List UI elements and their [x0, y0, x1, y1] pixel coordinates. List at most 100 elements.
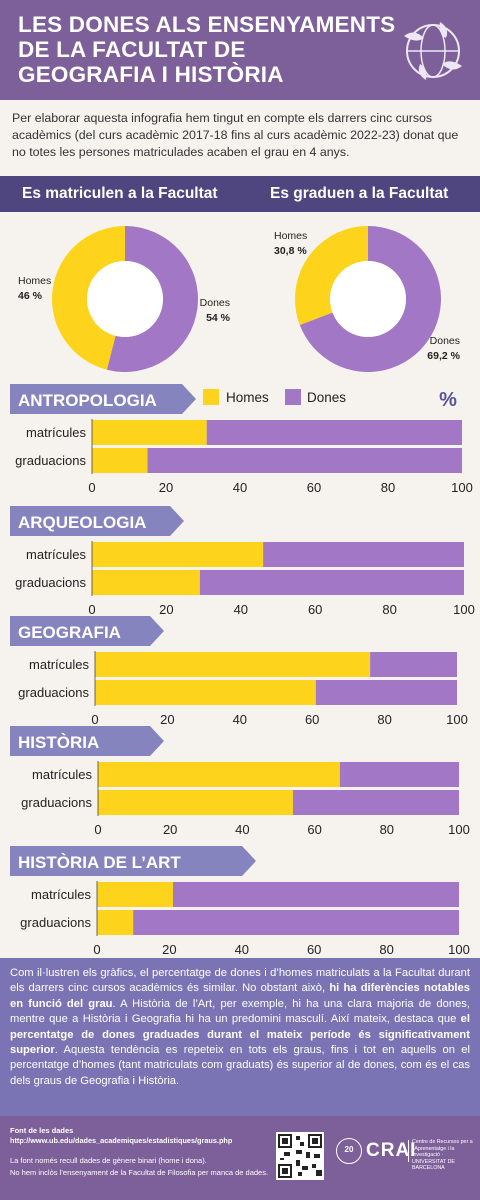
donut-slice-homes [294, 226, 368, 326]
donut-hole [330, 261, 406, 337]
x-tick-label: 80 [380, 822, 394, 837]
category-label: graduacions [20, 915, 91, 930]
chart-title-tab [10, 846, 256, 876]
category-label: matrícules [26, 425, 86, 440]
summary-text: Com il·lustren els gràfics, el percentat… [0, 958, 480, 1116]
bar-homes [92, 448, 148, 473]
x-tick-label: 40 [233, 712, 247, 727]
bar-homes [95, 652, 371, 677]
donut-title-graduated: Es graduen a la Facultat [270, 185, 449, 202]
legend-swatch-dones [285, 389, 301, 405]
x-tick-label: 20 [160, 712, 174, 727]
bar-homes [97, 910, 134, 935]
chart-title-tab [10, 506, 184, 536]
x-tick-label: 20 [162, 942, 176, 956]
legend-unit: % [439, 389, 457, 411]
x-tick-label: 40 [234, 602, 248, 617]
x-tick-label: 40 [233, 480, 247, 495]
qr-code-icon[interactable] [276, 1132, 324, 1180]
donut-enrolled: Homes 46 % Dones 54 % [18, 226, 231, 372]
crai-divider [408, 1140, 409, 1162]
donut-slice-homes [51, 226, 126, 370]
legend-label-homes: Homes [226, 390, 269, 405]
category-label: graduacions [15, 453, 86, 468]
category-label: graduacions [15, 575, 86, 590]
header: LES DONES ALS ENSENYAMENTS DE LA FACULTA… [0, 0, 480, 100]
bar-dones [370, 652, 457, 677]
x-tick-label: 0 [88, 480, 95, 495]
x-tick-label: 60 [307, 942, 321, 956]
title-line-3: GEOGRAFIA I HISTÒRIA [18, 62, 284, 87]
donut-label-homes: Homes [18, 275, 51, 287]
x-tick-label: 40 [235, 942, 249, 956]
source-title: Font de les dades [10, 1126, 74, 1135]
title-line-2: DE LA FACULTAT DE [18, 37, 246, 62]
x-tick-label: 80 [382, 602, 396, 617]
donut-title-enrolled: Es matriculen a la Facultat [22, 185, 218, 202]
source-link[interactable]: http://www.ub.edu/dades_academiques/esta… [10, 1136, 233, 1145]
donut-slice-dones [299, 226, 441, 372]
note-philosophy: No hem inclòs l’ensenyament de la Facult… [10, 1168, 269, 1177]
x-tick-label: 100 [448, 942, 470, 956]
x-tick-label: 40 [235, 822, 249, 837]
x-tick-label: 80 [381, 480, 395, 495]
footer: Font de les dades http://www.ub.edu/dade… [0, 1116, 480, 1200]
legend-label-dones: Dones [307, 390, 346, 405]
category-label: graduacions [18, 685, 89, 700]
x-tick-label: 20 [163, 822, 177, 837]
donut-band: Es matriculen a la Facultat Es graduen a… [0, 176, 480, 212]
x-tick-label: 60 [308, 602, 322, 617]
bar-dones [147, 448, 462, 473]
category-label: matrícules [31, 887, 91, 902]
x-tick-label: 60 [305, 712, 319, 727]
bar-dones [315, 680, 457, 705]
x-tick-label: 100 [446, 712, 468, 727]
chart-title-tab [10, 616, 164, 646]
category-label: matrícules [29, 657, 89, 672]
intro-text: Per elaborar aquesta infografia hem ting… [12, 111, 459, 159]
x-tick-label: 0 [93, 942, 100, 956]
donut-label-homes: Homes [274, 230, 307, 242]
category-label: graduacions [21, 795, 92, 810]
x-tick-label: 0 [88, 602, 95, 617]
x-tick-label: 100 [451, 480, 473, 495]
x-tick-label: 60 [307, 822, 321, 837]
x-tick-label: 0 [91, 712, 98, 727]
crai-wordmark: CRAI [366, 1140, 417, 1161]
bar-homes [98, 762, 340, 787]
summary-highlight: el percentatge de dones graduades durant… [10, 1013, 470, 1057]
x-tick-label: 20 [159, 480, 173, 495]
chart-title: HISTÒRIA DE L’ART [18, 853, 181, 872]
x-tick-label: 80 [379, 942, 393, 956]
bar-dones [292, 790, 459, 815]
x-tick-label: 20 [159, 602, 173, 617]
donut-value-dones: 69,2 % [427, 350, 460, 362]
x-tick-label: 80 [377, 712, 391, 727]
globe-hands-icon [404, 22, 462, 80]
bar-charts: ANTROPOLOGIA Homes Dones % matrícules graduac… [10, 384, 475, 956]
chart-title: HISTÒRIA [18, 733, 99, 752]
bar-homes [92, 570, 200, 595]
page-title: LES DONES ALS ENSENYAMENTS DE LA FACULTA… [18, 12, 398, 87]
bar-dones [206, 420, 462, 445]
bar-homes [92, 542, 264, 567]
x-tick-label: 60 [307, 480, 321, 495]
x-tick-label: 0 [94, 822, 101, 837]
bar-homes [95, 680, 316, 705]
donut-charts: Homes 46 % Dones 54 % Homes 30,8 % Dones 69,2 % [18, 226, 461, 372]
bar-dones [263, 542, 464, 567]
bar-homes [98, 790, 293, 815]
donut-value-dones: 54 % [206, 312, 231, 324]
donut-graduated: Homes 30,8 % Dones 69,2 % [274, 226, 461, 372]
summary-run: . A Història de l’Art, per exemple, hi h… [10, 997, 470, 1026]
bar-dones [339, 762, 459, 787]
donut-slice-dones [106, 226, 198, 372]
donut-value-homes: 46 % [18, 290, 43, 302]
bar-homes [97, 882, 174, 907]
x-tick-label: 100 [453, 602, 475, 617]
bar-dones [199, 570, 464, 595]
chart-title-tab [10, 384, 196, 414]
chart-title: ANTROPOLOGIA [18, 391, 157, 410]
